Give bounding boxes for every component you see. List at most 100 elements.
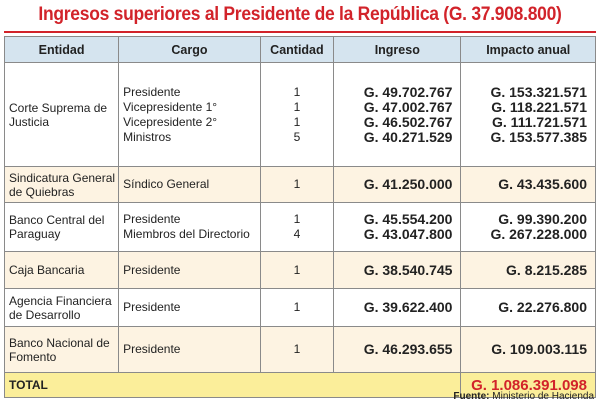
cell-impacto: G. 99.390.200 G. 267.228.000 — [460, 202, 596, 252]
cell-entidad-line: Justicia — [9, 114, 50, 129]
cell-ingreso-line: G. 38.540.745 — [363, 261, 453, 278]
cell-ingreso-line: G. 43.047.800 — [363, 226, 453, 242]
header-cargo: Cargo — [118, 36, 261, 63]
table-row: Corte Suprema de Justicia Presidente Vicepr… — [3, 62, 596, 167]
cell-cantidad: 1 — [259, 251, 335, 289]
cell-cargo: Presidente — [118, 288, 261, 327]
cell-impacto-line: G. 118.221.571 — [491, 98, 587, 115]
cell-cargo-line: Vicepresidente 2° — [123, 114, 218, 129]
cell-impacto-line: G. 267.228.000 — [490, 226, 587, 242]
cell-entidad-line: Banco Nacional de — [9, 335, 110, 350]
cell-ingreso-line: G. 41.250.000 — [363, 176, 453, 192]
table-row: Sindicatura General de Quiebras Síndico Ge… — [3, 166, 596, 203]
source-note: Fuente: Ministerio de Hacienda — [453, 391, 594, 402]
cell-cargo-line: Presidente — [123, 84, 181, 99]
cell-entidad-line: Caja Bancaria — [9, 263, 85, 277]
cell-entidad: Corte Suprema de Justicia — [3, 62, 120, 167]
cell-cargo: Presidente Miembros del Directorio — [118, 202, 261, 252]
cell-impacto-line: G. 111.721.571 — [492, 113, 587, 130]
cell-impacto-line: G. 99.390.200 — [498, 211, 587, 227]
title-underline — [4, 31, 596, 33]
cell-ingreso-line: G. 40.271.529 — [363, 128, 453, 145]
table-row: Caja Bancaria Presidente 1 G. 38.540.745 G. … — [3, 251, 596, 289]
cell-ingreso-line: G. 39.622.400 — [363, 299, 453, 315]
cell-impacto: G. 8.215.285 — [460, 251, 596, 289]
cell-ingreso-line: G. 49.702.767 — [363, 83, 453, 100]
table-header-row: Entidad Cargo Cantidad Ingreso Impacto a… — [3, 36, 596, 63]
cell-entidad-line: de Quiebras — [9, 184, 75, 199]
cell-cargo: Presidente — [118, 326, 261, 373]
cell-cantidad: 1 — [259, 288, 335, 327]
cell-cargo: Presidente Vicepresidente 1° Vicepresident… — [118, 62, 261, 167]
cell-ingreso-line: G. 46.502.767 — [363, 113, 453, 130]
table-row: Agencia Financiera de Desarrollo President… — [3, 288, 596, 327]
cell-entidad: Sindicatura General de Quiebras — [3, 166, 120, 203]
total-row: TOTAL G. 1.086.391.098 — [3, 372, 596, 398]
cell-impacto: G. 43.435.600 — [460, 166, 596, 203]
cell-cantidad-line: 4 — [293, 227, 301, 241]
cell-impacto-line: G. 153.321.571 — [490, 83, 587, 100]
cell-cargo-line: Ministros — [123, 129, 172, 144]
cell-impacto-line: G. 22.276.800 — [498, 299, 587, 315]
cell-impacto-line: G. 43.435.600 — [498, 176, 587, 192]
page-title: Ingresos superiores al Presidente de la … — [38, 4, 562, 25]
header-entidad: Entidad — [3, 36, 120, 63]
cell-cargo-line: Presidente — [123, 262, 181, 277]
cell-entidad-line: Sindicatura General — [9, 170, 116, 185]
cell-impacto-line: G. 109.003.115 — [491, 341, 587, 357]
cell-cantidad: 1 — [259, 326, 335, 373]
cell-ingreso: G. 39.622.400 — [333, 288, 462, 327]
header-cantidad: Cantidad — [259, 36, 335, 63]
cell-cantidad-line: 1 — [293, 342, 301, 356]
cell-cantidad-line: 5 — [293, 129, 301, 144]
cell-entidad-line: Corte Suprema de — [9, 100, 108, 115]
header-impacto: Impacto anual — [460, 36, 596, 63]
cell-cargo-line: Presidente — [123, 212, 181, 226]
cell-cargo-line: Vicepresidente 1° — [123, 99, 218, 114]
cell-cargo: Presidente — [118, 251, 261, 289]
source-label: Fuente: — [453, 391, 490, 402]
cell-cantidad-line: 1 — [293, 114, 301, 129]
cell-ingreso: G. 38.540.745 — [333, 251, 462, 289]
cell-impacto-line: G. 8.215.285 — [506, 261, 587, 278]
total-value: G. 1.086.391.098 — [460, 372, 596, 398]
cell-entidad-line: Fomento — [9, 349, 57, 364]
cell-entidad-line: Agencia Financiera — [9, 293, 112, 308]
cell-cantidad-line: 1 — [293, 177, 301, 191]
cell-entidad-line: Paraguay — [9, 227, 61, 241]
cell-cantidad-line: 1 — [293, 300, 301, 314]
cell-cargo-line: Presidente — [123, 342, 181, 356]
cell-impacto: G. 153.321.571 G. 118.221.571 G. 111.721.5… — [460, 62, 596, 167]
cell-cantidad-line: 1 — [293, 212, 301, 226]
cell-cargo: Síndico General — [118, 166, 261, 203]
cell-entidad: Caja Bancaria — [3, 251, 120, 289]
total-label: TOTAL — [3, 372, 462, 398]
cell-ingreso: G. 46.293.655 — [333, 326, 462, 373]
cell-cargo-line: Síndico General — [123, 177, 210, 191]
source-text: Ministerio de Hacienda — [492, 391, 594, 402]
cell-cargo-line: Miembros del Directorio — [123, 227, 250, 241]
cell-impacto: G. 22.276.800 — [460, 288, 596, 327]
cell-cantidad-line: 1 — [293, 262, 301, 277]
cell-entidad-line: de Desarrollo — [9, 307, 81, 322]
cell-cantidad-line: 1 — [293, 99, 301, 114]
table-row: Banco Central del Paraguay Presidente Miemb… — [3, 202, 596, 252]
cell-ingreso-line: G. 47.002.767 — [363, 98, 453, 115]
cell-entidad: Agencia Financiera de Desarrollo — [3, 288, 120, 327]
cell-entidad: Banco Central del Paraguay — [3, 202, 120, 252]
header-ingreso: Ingreso — [333, 36, 462, 63]
cell-entidad: Banco Nacional de Fomento — [3, 326, 120, 373]
cell-ingreso: G. 41.250.000 — [333, 166, 462, 203]
cell-impacto-line: G. 153.577.385 — [490, 128, 587, 145]
table-row: Banco Nacional de Fomento Presidente 1 G. 46… — [3, 326, 596, 373]
cell-cantidad-line: 1 — [293, 84, 301, 99]
cell-ingreso: G. 45.554.200 G. 43.047.800 — [333, 202, 462, 252]
table-body: Corte Suprema de Justicia Presidente Vicepr… — [3, 62, 596, 373]
cell-cantidad: 1 — [259, 166, 335, 203]
cell-entidad-line: Banco Central del — [9, 213, 105, 227]
cell-cargo-line: Presidente — [123, 300, 181, 314]
cell-impacto: G. 109.003.115 — [460, 326, 596, 373]
